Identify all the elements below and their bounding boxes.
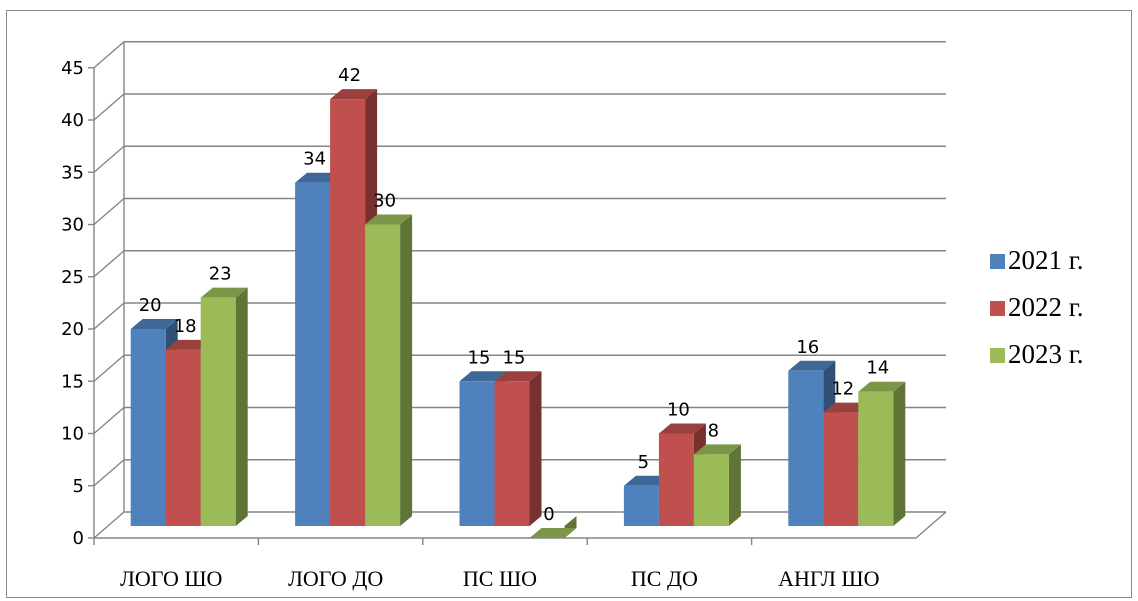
- gridline-diagonal: [93, 41, 125, 69]
- data-label: 34: [303, 149, 326, 170]
- y-tick-label: 35: [61, 162, 84, 183]
- bar: [494, 371, 542, 526]
- bar: [693, 444, 741, 526]
- category-label: ЛОГО ДО: [288, 566, 383, 591]
- y-tick-label: 25: [61, 267, 84, 288]
- data-label: 15: [503, 347, 526, 368]
- gridline-diagonal: [93, 197, 125, 226]
- legend-item: 2023 г.: [990, 339, 1084, 369]
- data-label: 12: [831, 379, 854, 400]
- bar: [365, 214, 413, 526]
- data-label: 42: [338, 65, 361, 86]
- floor-edge: [915, 511, 947, 539]
- y-tick-label: 40: [61, 110, 84, 131]
- gridline-diagonal: [93, 511, 125, 539]
- bar: [200, 287, 248, 526]
- category-label: ПС ДО: [631, 566, 698, 591]
- gridline-diagonal: [93, 302, 125, 330]
- y-tick-label: 20: [61, 319, 84, 340]
- data-label: 16: [796, 337, 819, 358]
- axes: 0 5 10 15 20 25 30 35 40 45 ЛОГО ШО ЛОГО ДО ПС ШО ПС …: [61, 58, 916, 591]
- legend-label: 2022 г.: [1008, 292, 1084, 322]
- legend: 2021 г. 2022 г. 2023 г.: [990, 245, 1084, 369]
- data-label: 18: [174, 316, 197, 337]
- legend-label: 2023 г.: [1008, 339, 1084, 369]
- data-label: 8: [708, 420, 719, 441]
- bar: [858, 381, 906, 526]
- data-label: 14: [866, 358, 889, 379]
- data-label: 15: [468, 347, 491, 368]
- category-label: АНГЛ ШО: [778, 566, 879, 591]
- data-label: 10: [667, 400, 690, 421]
- y-tick-label: 5: [73, 476, 84, 497]
- data-label: 0: [543, 504, 554, 525]
- y-tick-label: 10: [61, 424, 84, 445]
- legend-swatch: [990, 254, 1005, 269]
- data-label: 23: [209, 264, 232, 285]
- gridline-diagonal: [93, 459, 125, 487]
- data-label: 20: [139, 295, 162, 316]
- y-tick-label: 30: [61, 215, 84, 236]
- legend-swatch: [990, 348, 1005, 363]
- gridline-diagonal: [93, 93, 125, 121]
- gridline-diagonal: [93, 406, 125, 435]
- y-tick-label: 45: [61, 58, 84, 79]
- data-labels: 20 18 23 34 42 30 15 15 0 5 10 8 16 12 14: [139, 65, 890, 525]
- legend-item: 2021 г.: [990, 245, 1084, 275]
- legend-swatch: [990, 301, 1005, 316]
- gridline-diagonal: [93, 354, 125, 382]
- y-tick-label: 15: [61, 371, 84, 392]
- bar: [529, 516, 577, 538]
- bar: [788, 360, 836, 526]
- data-label: 30: [373, 191, 396, 212]
- y-tick-label: 0: [73, 528, 84, 549]
- legend-label: 2021 г.: [1008, 245, 1084, 275]
- bars: [130, 89, 906, 538]
- category-label: ПС ШО: [463, 566, 537, 591]
- gridline-diagonal: [93, 145, 125, 173]
- data-label: 5: [638, 452, 649, 473]
- gridline-diagonal: [93, 250, 125, 278]
- category-label: ЛОГО ШО: [120, 566, 222, 591]
- legend-item: 2022 г.: [990, 292, 1084, 322]
